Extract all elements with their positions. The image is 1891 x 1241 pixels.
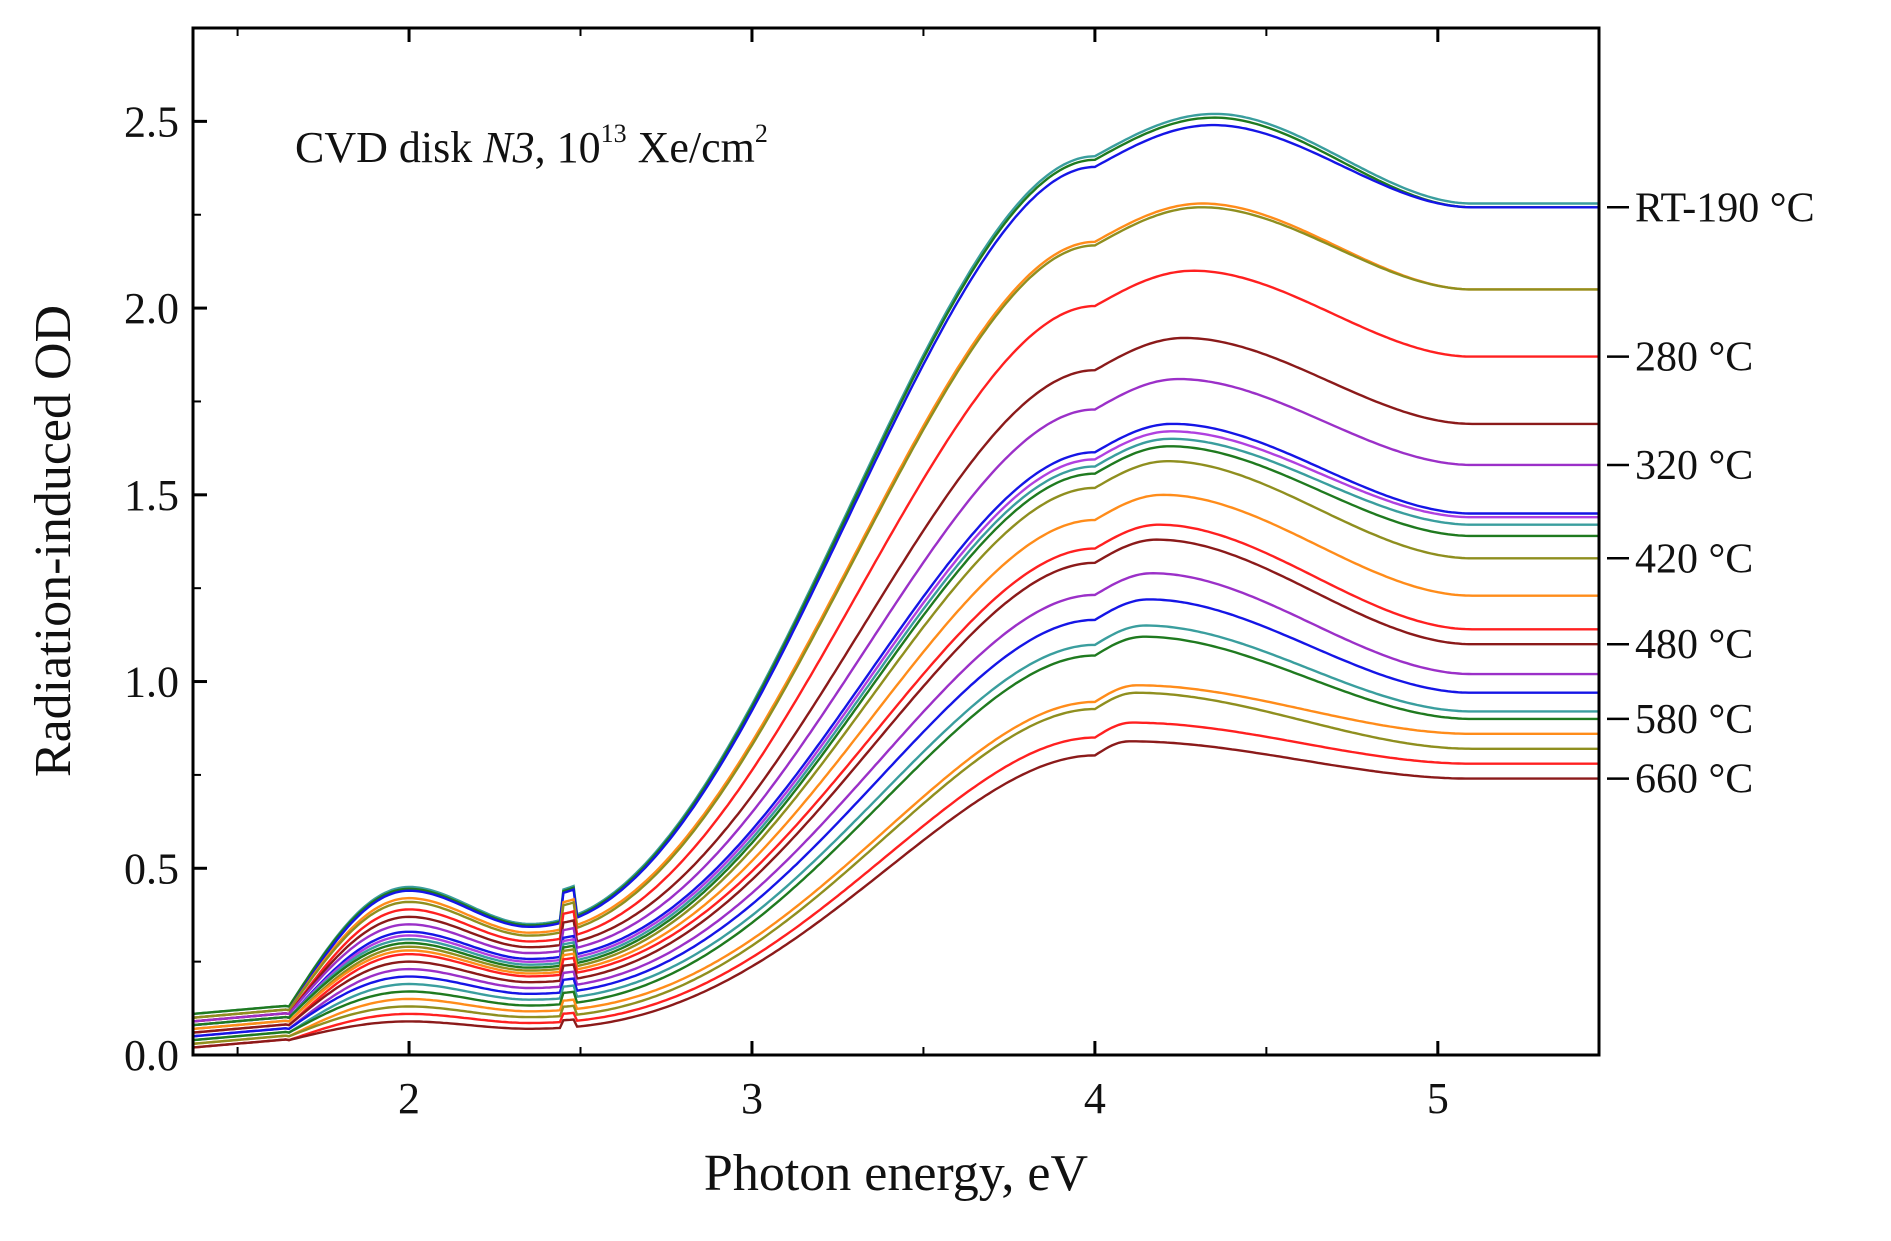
- series-line-s3: [192, 123, 1599, 1019]
- series-line-s15: [192, 523, 1599, 1034]
- series-line-s24: [192, 740, 1599, 1049]
- y-tick-label: 0.5: [124, 844, 179, 893]
- end-label: RT-190 °C: [1635, 185, 1815, 231]
- tick-layer: 2 3 4 5 0.0 0.5 1.0 1.5 2.0 2.5: [124, 28, 1449, 1123]
- end-label: 420 °C: [1635, 536, 1753, 582]
- series-line-s11: [192, 437, 1599, 1027]
- series-line-s6: [192, 269, 1599, 1023]
- series-line-s9: [192, 422, 1599, 1027]
- annotation-dose-exponent: 13: [601, 119, 627, 148]
- x-tick-label: 4: [1084, 1074, 1106, 1123]
- y-tick-label: 2.5: [124, 97, 179, 146]
- series-line-s17: [192, 571, 1599, 1038]
- y-axis-title: Radiation-induced OD: [25, 305, 82, 777]
- series-line-s16: [192, 538, 1599, 1034]
- end-label-layer: RT-190 °C 280 °C 320 °C 420 °C 480 °C 580 °C 6…: [1607, 185, 1815, 803]
- series-line-s21: [192, 684, 1599, 1045]
- x-tick-label: 2: [398, 1074, 420, 1123]
- series-line-s20: [192, 635, 1599, 1042]
- end-label: 320 °C: [1635, 443, 1753, 489]
- series-line-s12: [192, 445, 1599, 1027]
- end-label: 280 °C: [1635, 335, 1753, 381]
- annotation-unit: Xe/cm: [627, 123, 755, 172]
- annotation: CVD disk N3, 1013 Xe/cm2: [295, 119, 768, 172]
- annotation-sample: N3: [482, 123, 534, 172]
- series-line-s19: [192, 624, 1599, 1042]
- series-line-s10: [192, 430, 1599, 1027]
- annotation-prefix: CVD disk: [295, 123, 483, 172]
- end-label: 660 °C: [1635, 757, 1753, 803]
- series-line-s4: [192, 202, 1599, 1019]
- series-line-s18: [192, 598, 1599, 1038]
- y-tick-label: 0.0: [124, 1031, 179, 1080]
- annotation-unit-exponent: 2: [755, 119, 768, 148]
- series-line-s14: [192, 493, 1599, 1031]
- x-tick-label: 3: [741, 1074, 763, 1123]
- series-line-s8: [192, 377, 1599, 1023]
- series-line-s1: [192, 112, 1599, 1016]
- annotation-dose: , 10: [535, 123, 601, 172]
- series-line-s7: [192, 336, 1599, 1023]
- series-line-s2: [192, 116, 1599, 1016]
- plot-frame: [191, 26, 1601, 1057]
- series-line-s13: [192, 460, 1599, 1031]
- x-tick-label: 5: [1427, 1074, 1449, 1123]
- series-line-s23: [192, 721, 1599, 1049]
- end-label: 480 °C: [1635, 622, 1753, 668]
- series-line-s5: [192, 206, 1599, 1019]
- series-line-s22: [192, 691, 1599, 1045]
- series-layer: [192, 112, 1599, 1049]
- y-tick-label: 2.0: [124, 284, 179, 333]
- end-label: 580 °C: [1635, 697, 1753, 743]
- y-tick-label: 1.0: [124, 658, 179, 707]
- x-axis-title: Photon energy, eV: [704, 1145, 1088, 1202]
- y-tick-label: 1.5: [124, 471, 179, 520]
